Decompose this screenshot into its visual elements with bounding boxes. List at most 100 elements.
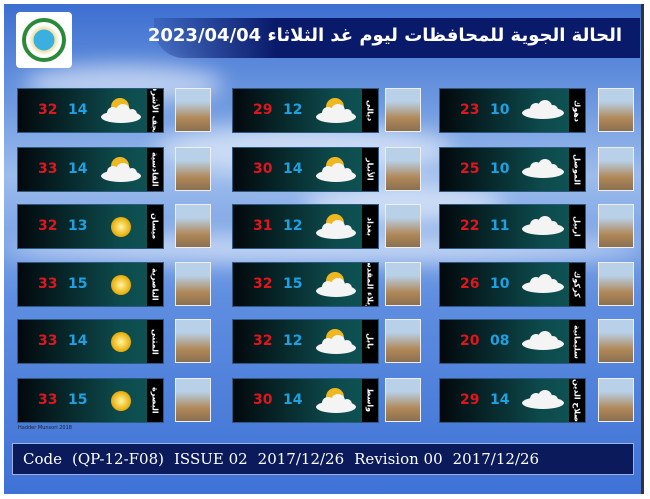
governorate-card: 30 14 الأنبار (232, 147, 379, 192)
governorate-card: 20 08 سليمانية (439, 319, 586, 364)
min-temp: 10 (490, 276, 510, 292)
governorate-name: المثنى (147, 320, 163, 363)
governorate-photo (385, 262, 421, 306)
governorate-name: دهوك (569, 89, 585, 132)
governorate-photo (385, 88, 421, 132)
page-title: الحالة الجوية للمحافظات ليوم غد الثلاثاء… (147, 25, 622, 46)
max-temp: 33 (38, 392, 58, 408)
governorate-photo (175, 204, 211, 248)
governorate-card: 31 12 بغداد (232, 204, 379, 249)
sun-icon (98, 211, 144, 243)
partly-cloudy-icon (98, 154, 144, 186)
min-temp: 08 (490, 333, 510, 349)
partly-cloudy-icon (313, 95, 359, 127)
partly-cloudy-icon (313, 154, 359, 186)
governorate-photo (175, 88, 211, 132)
governorate-photo (598, 319, 634, 363)
max-temp: 23 (460, 102, 480, 118)
governorate-card: 32 12 بابل (232, 319, 379, 364)
cloud-icon (520, 385, 566, 417)
logo (16, 12, 72, 68)
governorate-card: 22 11 اربيل (439, 204, 586, 249)
code-label: Code (23, 450, 62, 468)
cloud-icon (520, 326, 566, 358)
sun-icon (98, 385, 144, 417)
governorate-photo (385, 319, 421, 363)
governorate-card: 33 14 القادسية (17, 147, 164, 192)
governorate-photo (175, 378, 211, 422)
min-temp: 15 (68, 392, 88, 408)
governorate-photo (175, 262, 211, 306)
min-temp: 12 (283, 333, 303, 349)
min-temp: 14 (68, 102, 88, 118)
governorate-photo (175, 319, 211, 363)
governorate-photo (598, 147, 634, 191)
governorate-photo (598, 88, 634, 132)
governorate-card: 32 14 النجف الأشرف (17, 88, 164, 133)
governorate-name: البصرة (147, 379, 163, 422)
max-temp: 33 (38, 333, 58, 349)
sun-icon (98, 269, 144, 301)
max-temp: 22 (460, 218, 480, 234)
max-temp: 29 (460, 392, 480, 408)
governorate-name: بغداد (362, 205, 378, 248)
title-bar: الحالة الجوية للمحافظات ليوم غد الثلاثاء… (148, 18, 640, 58)
issue-date: 2017/12/26 (257, 450, 345, 468)
governorate-card: 25 10 الموصل (439, 147, 586, 192)
max-temp: 33 (38, 276, 58, 292)
governorate-name: كربلاء المقدسة (362, 263, 378, 306)
governorate-name: الأنبار (362, 148, 378, 191)
governorate-card: 33 14 المثنى (17, 319, 164, 364)
governorate-name: كركوك (569, 263, 585, 306)
max-temp: 32 (253, 276, 273, 292)
cloud-icon (520, 269, 566, 301)
governorate-photo (385, 378, 421, 422)
governorate-card: 32 15 كربلاء المقدسة (232, 262, 379, 307)
governorate-name: بابل (362, 320, 378, 363)
governorate-photo (598, 262, 634, 306)
governorate-card: 32 13 ميسان (17, 204, 164, 249)
partly-cloudy-icon (313, 326, 359, 358)
governorate-name: الناصرية (147, 263, 163, 306)
max-temp: 20 (460, 333, 480, 349)
max-temp: 33 (38, 161, 58, 177)
governorate-photo (385, 204, 421, 248)
revision: Revision 00 (354, 450, 443, 468)
governorate-card: 33 15 الناصرية (17, 262, 164, 307)
max-temp: 26 (460, 276, 480, 292)
partly-cloudy-icon (313, 269, 359, 301)
governorate-card: 33 15 البصرة (17, 378, 164, 423)
max-temp: 32 (38, 102, 58, 118)
cloud-icon (520, 211, 566, 243)
min-temp: 15 (68, 276, 88, 292)
max-temp: 30 (253, 161, 273, 177)
min-temp: 14 (68, 333, 88, 349)
max-temp: 31 (253, 218, 273, 234)
max-temp: 25 (460, 161, 480, 177)
sun-icon (98, 326, 144, 358)
min-temp: 12 (283, 218, 303, 234)
min-temp: 14 (490, 392, 510, 408)
max-temp: 32 (253, 333, 273, 349)
governorate-card: 29 12 ديالى (232, 88, 379, 133)
footer-bar: Code (QP-12-F08) ISSUE 02 2017/12/26 Rev… (12, 443, 634, 475)
cloud-icon (520, 154, 566, 186)
min-temp: 13 (68, 218, 88, 234)
governorate-photo (598, 378, 634, 422)
governorate-card: 23 10 دهوك (439, 88, 586, 133)
governorate-name: سليمانية (569, 320, 585, 363)
governorate-name: واسط (362, 379, 378, 422)
revision-date: 2017/12/26 (452, 450, 540, 468)
form-code: (QP-12-F08) (72, 450, 164, 468)
governorate-card: 30 14 واسط (232, 378, 379, 423)
governorate-name: صلاح الدين (569, 379, 585, 422)
governorate-card: 29 14 صلاح الدين (439, 378, 586, 423)
partly-cloudy-icon (98, 95, 144, 127)
issue: ISSUE 02 (174, 450, 248, 468)
min-temp: 14 (68, 161, 88, 177)
max-temp: 30 (253, 392, 273, 408)
governorate-name: ميسان (147, 205, 163, 248)
partly-cloudy-icon (313, 385, 359, 417)
governorate-name: الموصل (569, 148, 585, 191)
governorate-name: ديالى (362, 89, 378, 132)
